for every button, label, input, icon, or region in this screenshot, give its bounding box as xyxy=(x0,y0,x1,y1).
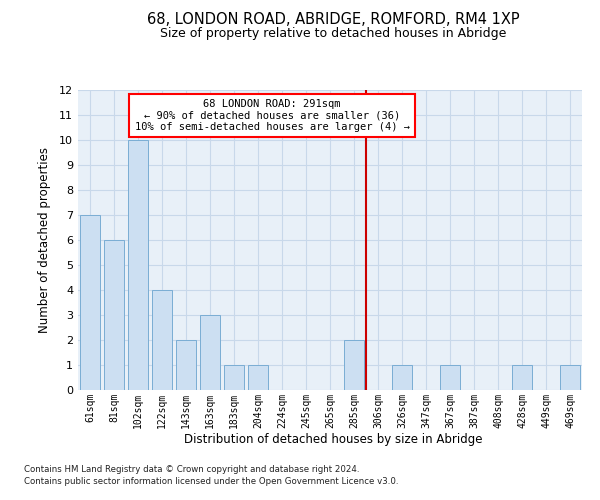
Text: 68 LONDON ROAD: 291sqm
← 90% of detached houses are smaller (36)
10% of semi-det: 68 LONDON ROAD: 291sqm ← 90% of detached… xyxy=(134,99,410,132)
Text: Contains public sector information licensed under the Open Government Licence v3: Contains public sector information licen… xyxy=(24,476,398,486)
Bar xyxy=(512,365,532,390)
Bar xyxy=(224,365,244,390)
Bar xyxy=(440,365,460,390)
Bar xyxy=(80,215,100,390)
Bar xyxy=(392,365,412,390)
Bar xyxy=(104,240,124,390)
Bar xyxy=(200,315,220,390)
Bar xyxy=(176,340,196,390)
Bar xyxy=(248,365,268,390)
Bar xyxy=(152,290,172,390)
Text: Size of property relative to detached houses in Abridge: Size of property relative to detached ho… xyxy=(160,28,506,40)
Bar xyxy=(128,140,148,390)
Bar xyxy=(560,365,580,390)
Text: Distribution of detached houses by size in Abridge: Distribution of detached houses by size … xyxy=(184,432,482,446)
Text: Contains HM Land Registry data © Crown copyright and database right 2024.: Contains HM Land Registry data © Crown c… xyxy=(24,466,359,474)
Text: 68, LONDON ROAD, ABRIDGE, ROMFORD, RM4 1XP: 68, LONDON ROAD, ABRIDGE, ROMFORD, RM4 1… xyxy=(146,12,520,28)
Y-axis label: Number of detached properties: Number of detached properties xyxy=(38,147,50,333)
Bar xyxy=(344,340,364,390)
